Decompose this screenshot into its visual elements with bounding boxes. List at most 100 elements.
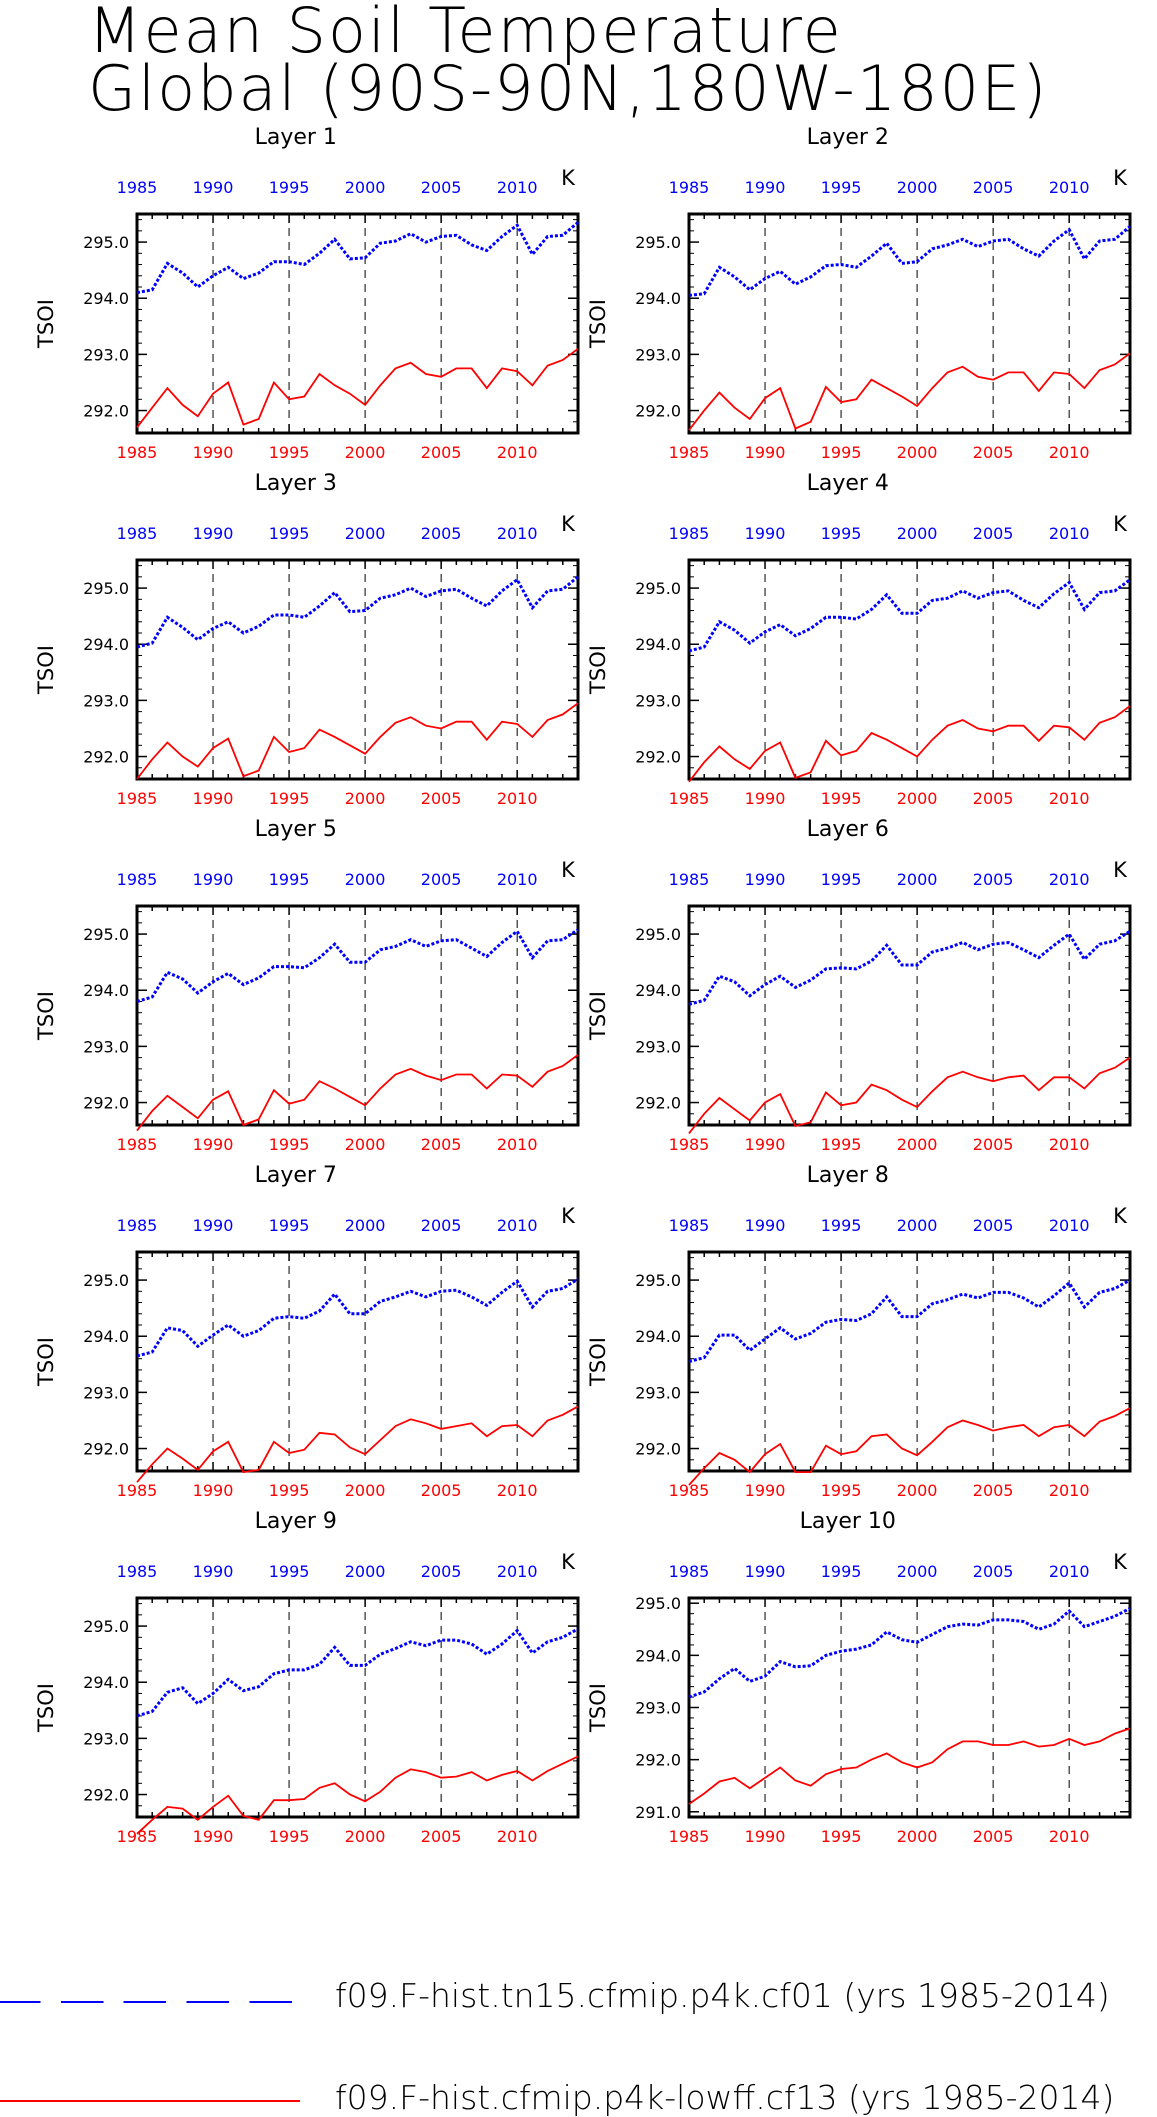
y-tick-label: 293.0: [635, 1699, 681, 1718]
x-tick-label-top: 2000: [345, 1216, 386, 1235]
x-tick-label-bottom: 1995: [821, 789, 862, 808]
x-tick-label-bottom: 1995: [269, 443, 310, 462]
x-tick-label-top: 1990: [745, 870, 786, 889]
y-tick-label: 294.0: [83, 981, 129, 1000]
y-axis-label: TSOI: [586, 645, 610, 695]
x-tick-label-top: 2005: [973, 524, 1014, 543]
x-tick-label-top: 1995: [821, 524, 862, 543]
x-tick-label-bottom: 2005: [421, 1481, 462, 1500]
series-line-cf13: [136, 1755, 579, 1835]
y-tick-label: 293.0: [83, 1037, 129, 1056]
panel-layer-2: Layer 2 K TSOI 1985 1985 1990 1990 1995 1995 2000…: [586, 125, 1132, 462]
series-line-cf13: [688, 1407, 1131, 1486]
panel-title: Layer 3: [255, 471, 337, 496]
plot-frame: [687, 212, 1132, 435]
x-tick-label-bottom: 1995: [821, 1481, 862, 1500]
y-axis-label: TSOI: [586, 1683, 610, 1733]
y-tick-label: 293.0: [635, 1037, 681, 1056]
series-line-cf01: [688, 930, 1131, 1006]
panel-title: Layer 8: [807, 1163, 889, 1188]
x-tick-label-top: 1995: [269, 524, 310, 543]
y-tick-label: 292.0: [83, 402, 129, 421]
y-tick-label: 295.0: [635, 925, 681, 944]
panel-title: Layer 6: [807, 817, 889, 842]
x-tick-label-bottom: 2000: [345, 1135, 386, 1154]
y-tick-label: 293.0: [83, 1383, 129, 1402]
series-line-cf01: [136, 1627, 579, 1718]
unit-label: K: [1113, 1204, 1128, 1228]
x-tick-label-top: 1995: [821, 1562, 862, 1581]
panel-layer-5: Layer 5 K TSOI 1985 1985 1990 1990 1995 1995 2000…: [34, 817, 580, 1154]
plot-frame: [135, 1596, 580, 1819]
unit-label: K: [1113, 512, 1128, 536]
unit-label: K: [561, 858, 576, 882]
x-tick-label-bottom: 1995: [821, 1135, 862, 1154]
y-tick-label: 295.0: [635, 233, 681, 252]
x-tick-label-bottom: 1995: [269, 1481, 310, 1500]
x-tick-label-bottom: 2000: [897, 1135, 938, 1154]
x-tick-label-top: 2000: [897, 1562, 938, 1581]
y-tick-label: 295.0: [83, 925, 129, 944]
panel-title: Layer 5: [255, 817, 337, 842]
x-tick-label-top: 1990: [745, 1562, 786, 1581]
y-tick-label: 293.0: [635, 345, 681, 364]
panel-layer-6: Layer 6 K TSOI 1985 1985 1990 1990 1995 1995 2000…: [586, 817, 1132, 1154]
x-tick-label-top: 2010: [497, 1216, 538, 1235]
x-tick-label-bottom: 1990: [745, 443, 786, 462]
x-tick-label-bottom: 2000: [345, 1481, 386, 1500]
y-tick-label: 291.0: [635, 1803, 681, 1822]
y-tick-label: 294.0: [635, 1327, 681, 1346]
series-line-cf01: [688, 225, 1131, 297]
x-tick-label-bottom: 1985: [669, 443, 710, 462]
panel-title: Layer 9: [255, 1509, 337, 1534]
x-tick-label-bottom: 2000: [897, 1827, 938, 1846]
x-tick-label-top: 1985: [117, 870, 158, 889]
x-tick-label-top: 2005: [421, 870, 462, 889]
unit-label: K: [1113, 1550, 1128, 1574]
x-tick-label-top: 1985: [117, 1216, 158, 1235]
x-tick-label-bottom: 1985: [117, 1135, 158, 1154]
x-tick-label-bottom: 1990: [193, 1135, 234, 1154]
y-tick-label: 294.0: [83, 1327, 129, 1346]
x-tick-label-bottom: 1990: [745, 1481, 786, 1500]
y-axis-label: TSOI: [34, 1683, 58, 1733]
plot-frame: [687, 558, 1132, 781]
x-tick-label-bottom: 2000: [345, 443, 386, 462]
x-tick-label-top: 1985: [117, 524, 158, 543]
panel-layer-3: Layer 3 K TSOI 1985 1985 1990 1990 1995 1995 2000…: [34, 471, 580, 808]
x-tick-label-bottom: 2010: [1049, 1135, 1090, 1154]
y-tick-label: 292.0: [83, 748, 129, 767]
x-tick-label-top: 1985: [669, 1216, 710, 1235]
panel-layer-4: Layer 4 K TSOI 1985 1985 1990 1990 1995 1995 2000…: [586, 471, 1132, 808]
x-tick-label-bottom: 2000: [345, 789, 386, 808]
x-tick-label-bottom: 2010: [497, 443, 538, 462]
panel-title: Layer 2: [807, 125, 889, 150]
y-tick-label: 295.0: [83, 1617, 129, 1636]
y-tick-label: 294.0: [635, 981, 681, 1000]
series-line-cf01: [688, 1607, 1131, 1699]
plot-frame: [687, 1250, 1132, 1473]
series-line-cf01: [136, 221, 579, 295]
series-line-cf13: [688, 1727, 1131, 1805]
y-tick-label: 293.0: [635, 1383, 681, 1402]
x-tick-label-bottom: 2005: [421, 443, 462, 462]
x-tick-label-bottom: 1990: [745, 1827, 786, 1846]
x-tick-label-top: 2010: [1049, 178, 1090, 197]
x-tick-label-top: 2010: [1049, 524, 1090, 543]
x-tick-label-bottom: 2000: [897, 443, 938, 462]
panel-layer-10: Layer 10 K TSOI 1985 1985 1990 1990 1995 1995 200…: [586, 1509, 1132, 1846]
y-tick-label: 294.0: [635, 289, 681, 308]
x-tick-label-top: 2010: [497, 1562, 538, 1581]
y-tick-label: 292.0: [83, 1786, 129, 1805]
x-tick-label-bottom: 1985: [669, 1827, 710, 1846]
x-tick-label-bottom: 2005: [421, 1135, 462, 1154]
unit-label: K: [1113, 858, 1128, 882]
x-tick-label-top: 2005: [973, 178, 1014, 197]
panel-title: Layer 1: [255, 125, 337, 150]
x-tick-label-top: 1990: [193, 870, 234, 889]
x-tick-label-bottom: 1985: [117, 443, 158, 462]
x-tick-label-bottom: 2005: [421, 1827, 462, 1846]
x-tick-label-bottom: 2005: [973, 443, 1014, 462]
y-tick-label: 293.0: [83, 1729, 129, 1748]
x-tick-label-top: 2000: [897, 1216, 938, 1235]
